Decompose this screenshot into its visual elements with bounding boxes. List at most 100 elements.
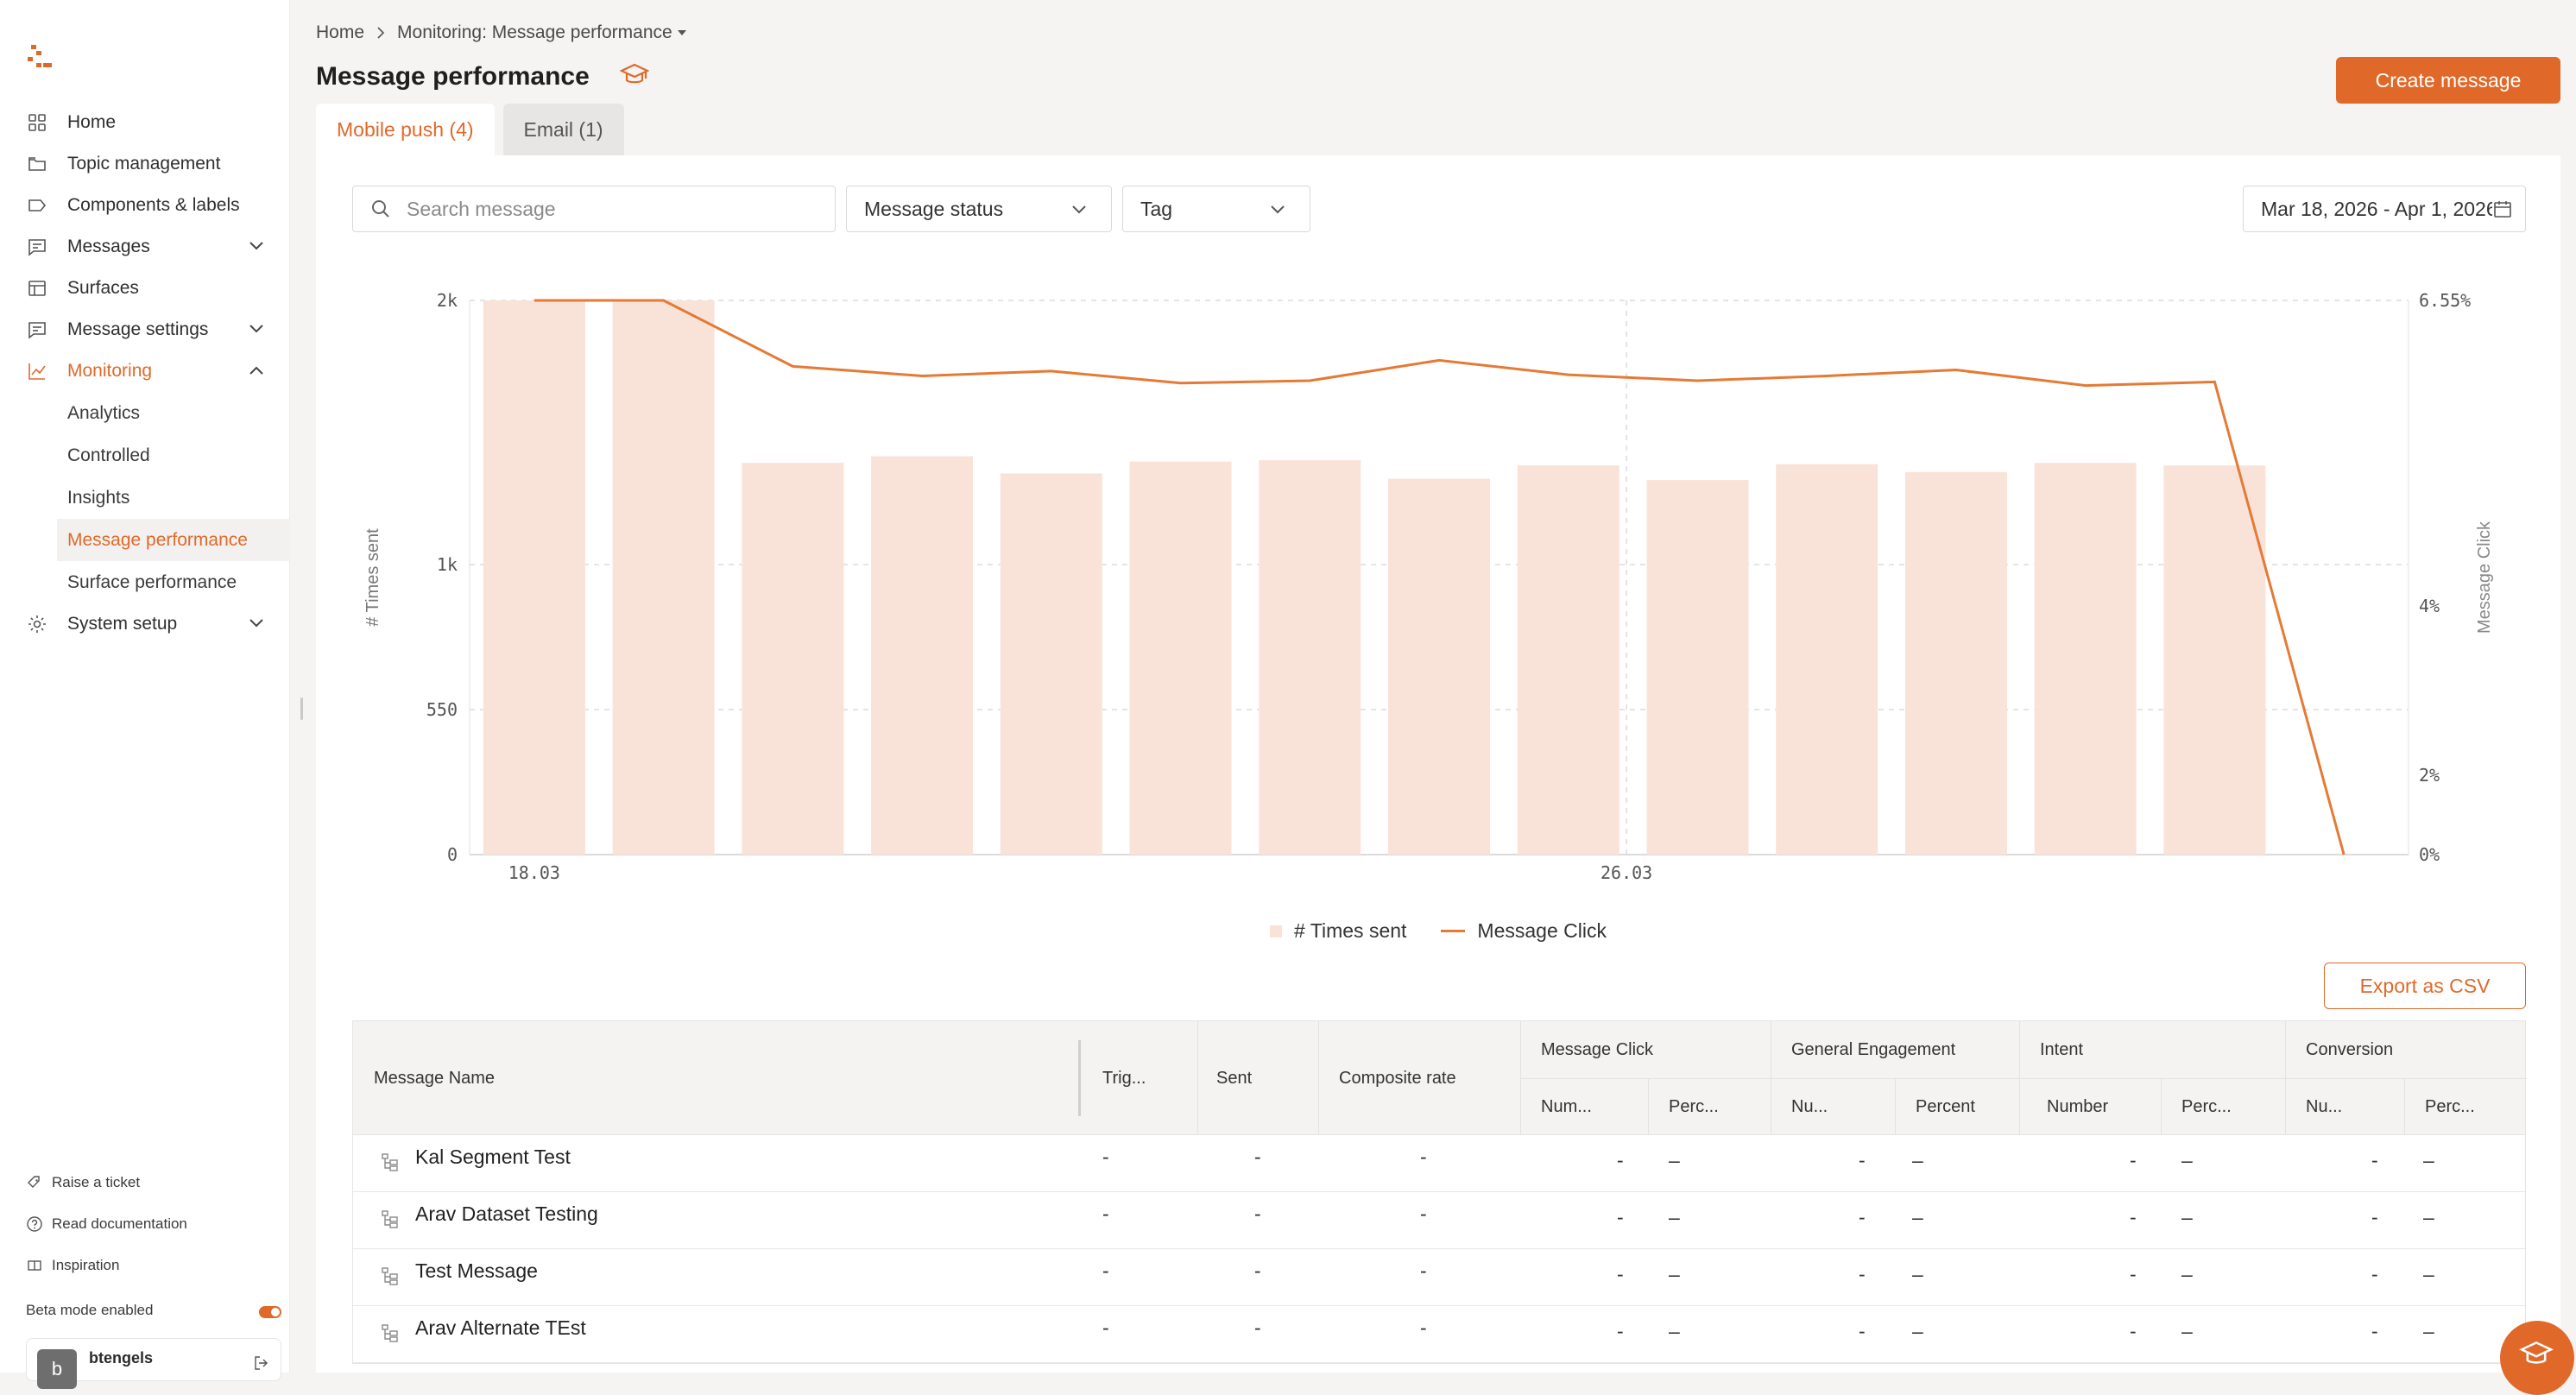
divider [1895,1078,1896,1135]
table-row[interactable]: Test Message - - - - – - – - – - – [353,1249,2525,1306]
header-divider [1520,1078,2527,1079]
graduation-cap-icon[interactable] [620,62,649,88]
message-name[interactable]: Arav Alternate TEst [415,1316,586,1339]
chart-legend: # Times sent Message Click [316,919,2560,943]
graduation-cap-icon [2519,1341,2554,1364]
help-circle-icon [27,1216,42,1232]
nav-surfaces[interactable]: Surfaces [0,268,290,309]
y-left-axis-title: # Times sent [363,528,382,627]
chevron-down-icon [1072,205,1086,214]
col-composite-rate[interactable]: Composite rate [1339,1068,1456,1088]
col-trig[interactable]: Trig... [1102,1068,1146,1088]
inspiration-link[interactable]: Inspiration [26,1257,119,1274]
chevron-down-icon[interactable] [249,617,264,629]
search-icon [372,200,389,218]
bar-times-sent [742,463,844,855]
nav-topic-management[interactable]: Topic management [0,143,290,185]
col-conv-number[interactable]: Nu... [2306,1096,2343,1116]
sidebar-collapse-handle[interactable] [300,698,303,720]
beta-mode-toggle[interactable] [259,1306,281,1318]
chevron-down-icon[interactable] [249,323,264,335]
message-status-select[interactable]: Message status [846,186,1112,232]
table-row[interactable]: Arav Alternate TEst - - - - – - – - – - … [353,1306,2525,1363]
message-name[interactable]: Kal Segment Test [415,1146,571,1168]
message-settings-icon [28,322,46,339]
search-input[interactable] [405,196,802,222]
y-right-tick-label: 2% [2419,765,2440,786]
chevron-up-icon[interactable] [249,364,264,376]
message-name[interactable]: Test Message [415,1259,538,1282]
ge-percent-value: – [1912,1320,1923,1342]
help-launcher-button[interactable] [2500,1321,2574,1395]
legend-message-click[interactable]: Message Click [1441,919,1607,943]
nav-controlled[interactable]: Controlled [67,445,150,465]
nav-messages-label: Messages [67,237,150,256]
nav-message-performance[interactable]: Message performance [57,519,290,561]
nav-system-setup[interactable]: System setup [0,603,290,645]
y-left-tick-label: 550 [426,699,458,720]
raise-ticket-link[interactable]: Raise a ticket [26,1174,140,1191]
col-sent[interactable]: Sent [1216,1068,1253,1088]
col-message-name[interactable]: Message Name [374,1068,496,1088]
col-mc-percent[interactable]: Perc... [1669,1096,1719,1116]
logout-icon[interactable] [253,1354,270,1372]
col-ge-number[interactable]: Nu... [1791,1096,1828,1116]
nav-home[interactable]: Home [0,102,290,143]
tree-icon [382,1324,398,1342]
tab-email[interactable]: Email (1) [502,104,624,155]
read-documentation-link[interactable]: Read documentation [26,1215,187,1233]
nav-insights[interactable]: Insights [67,487,130,508]
brand-logo[interactable] [26,41,55,71]
nav-messages[interactable]: Messages [0,226,290,268]
intent-number-value: - [2130,1206,2137,1228]
messages-table: Message Name Trig... Sent Composite rate… [352,1020,2527,1364]
export-csv-button[interactable]: Export as CSV [2324,963,2526,1009]
column-resize-handle[interactable] [1078,1040,1081,1116]
nav-message-settings[interactable]: Message settings [0,309,290,350]
divider [1197,1021,1198,1135]
conv-percent-value: – [2423,1320,2434,1342]
create-message-button[interactable]: Create message [2336,57,2560,104]
table-header: Message Name Trig... Sent Composite rate… [353,1021,2527,1135]
tag-select[interactable]: Tag [1122,186,1310,232]
tree-icon [382,1267,398,1285]
nav-topic-label: Topic management [67,154,221,174]
col-mc-number[interactable]: Num... [1541,1096,1592,1116]
breadcrumb-home[interactable]: Home [316,22,365,42]
conv-number-value: - [2371,1206,2378,1228]
legend-times-sent[interactable]: # Times sent [1270,919,1406,943]
bar-times-sent [1388,478,1490,855]
divider [2404,1078,2405,1135]
nav-analytics[interactable]: Analytics [67,402,141,423]
y-right-axis-title: Message Click [2475,521,2494,634]
nav-components-labels[interactable]: Components & labels [0,185,290,226]
date-range-picker[interactable]: Mar 18, 2026 - Apr 1, 2026 [2243,186,2526,232]
intent-number-value: - [2130,1149,2137,1171]
table-row[interactable]: Arav Dataset Testing - - - - – - – - – -… [353,1192,2525,1249]
tab-mobile-push[interactable]: Mobile push (4) [316,104,495,155]
message-name[interactable]: Arav Dataset Testing [415,1202,598,1225]
col-intent-number[interactable]: Number [2047,1096,2109,1116]
conv-number-value: - [2371,1263,2378,1285]
user-card[interactable]: b btengels [26,1338,281,1389]
conv-percent-value: – [2423,1149,2434,1171]
search-box[interactable] [352,186,836,232]
col-ge-percent[interactable]: Percent [1916,1096,1975,1116]
y-right-tick-label: 4% [2419,596,2440,616]
nav-monitoring[interactable]: Monitoring [0,350,290,392]
group-general-engagement: General Engagement [1791,1039,1956,1059]
composite-value: - [1420,1316,1427,1339]
breadcrumb-current[interactable]: Monitoring: Message performance [397,22,686,43]
bar-times-sent [483,300,585,855]
trig-value: - [1102,1259,1109,1282]
bar-times-sent [871,456,974,855]
nav-surface-performance[interactable]: Surface performance [67,571,237,592]
table-row[interactable]: Kal Segment Test - - - - – - – - – - – [353,1135,2525,1192]
col-intent-percent[interactable]: Perc... [2181,1096,2232,1116]
nav-surfaces-label: Surfaces [67,278,139,298]
x-tick-label: 26.03 [1601,862,1652,883]
line-message-click [534,299,2346,855]
sidebar: Home Topic management Components & label… [0,0,290,1389]
chevron-down-icon[interactable] [249,240,264,252]
col-conv-percent[interactable]: Perc... [2425,1096,2475,1116]
